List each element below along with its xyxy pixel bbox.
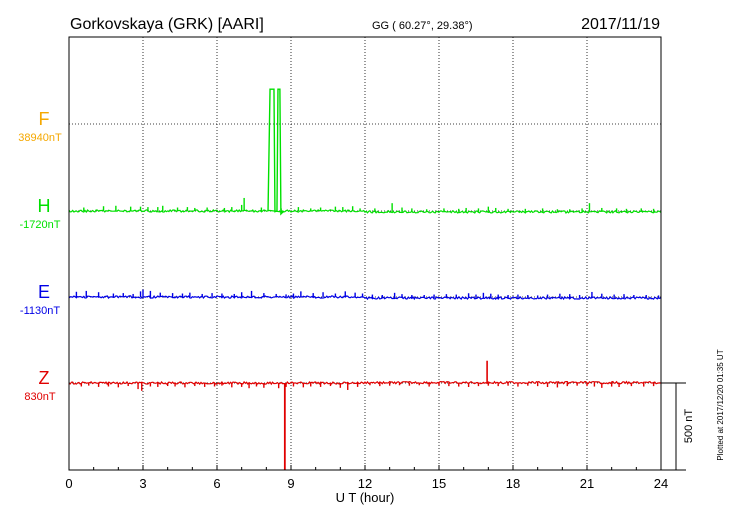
series-e-trace: [68, 289, 662, 301]
series-label-f: F: [39, 109, 50, 129]
x-tick-label: 6: [213, 476, 220, 491]
plotted-timestamp: Plotted at 2017/12/20 01:35 UT: [716, 349, 725, 460]
scale-bar-label: 500 nT: [683, 409, 695, 444]
station-title: Gorkovskaya (GRK) [AARI]: [70, 16, 264, 33]
series-baseline-line: [68, 294, 662, 301]
x-tick-label: 3: [139, 476, 146, 491]
x-axis-ticks: 0 3 6 9 12 15 18 21 24: [65, 465, 668, 491]
x-tick-label: 24: [654, 476, 668, 491]
series-baseline-z: 830nT: [24, 391, 55, 403]
series-storm-excursion: [267, 88, 285, 216]
series-label-z: Z: [39, 368, 50, 388]
x-tick-label: 9: [287, 476, 294, 491]
scale-bar: 500 nT: [661, 382, 695, 471]
x-tick-label: 12: [358, 476, 372, 491]
x-tick-label: 18: [506, 476, 520, 491]
x-axis-label: U T (hour): [336, 490, 395, 505]
series-h-trace: [68, 88, 662, 216]
x-tick-label: 15: [432, 476, 446, 491]
series-baseline-f: 38940nT: [18, 132, 62, 144]
series-baseline-e: -1130nT: [20, 305, 60, 317]
series-label-h: H: [38, 196, 51, 216]
series-z-trace: [68, 360, 662, 470]
grid-lines: [69, 37, 661, 470]
series-label-e: E: [38, 282, 50, 302]
date-label: 2017/11/19: [581, 16, 660, 33]
coords-label: GG ( 60.27°, 29.38°): [372, 20, 473, 32]
series-baseline-h: -1720nT: [20, 219, 61, 231]
x-tick-label: 21: [580, 476, 594, 491]
x-tick-label: 0: [65, 476, 72, 491]
series-baseline-line: [68, 208, 662, 214]
series-layer: [68, 88, 662, 470]
